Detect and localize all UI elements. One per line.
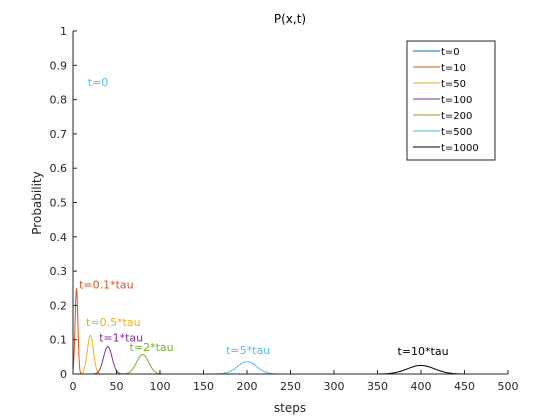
- annotation-2: t=0.5*tau: [86, 316, 141, 329]
- legend-label-4: t=200: [441, 111, 472, 122]
- legend-label-5: t=500: [441, 127, 472, 138]
- y-tick-label: 0.3: [50, 265, 68, 278]
- y-tick-label: 0.5: [50, 197, 68, 210]
- x-tick-label: 500: [498, 380, 519, 393]
- x-ticks: 0 50 100 150 200 250 300 350 400 450 500: [70, 370, 519, 393]
- y-tick-label: 0.1: [50, 334, 68, 347]
- x-tick-label: 0: [70, 380, 77, 393]
- y-tick-label: 0: [60, 368, 67, 381]
- x-tick-label: 450: [454, 380, 475, 393]
- x-tick-label: 300: [324, 380, 345, 393]
- annotation-5: t=5*tau: [226, 344, 270, 357]
- legend-label-0: t=0: [441, 47, 460, 58]
- y-tick-label: 0.7: [50, 128, 68, 141]
- legend-box: [406, 40, 496, 161]
- annotation-4: t=2*tau: [130, 341, 174, 354]
- y-tick-label: 0.2: [50, 299, 68, 312]
- annotation-1: t=0.1*tau: [79, 278, 134, 291]
- y-tick-label: 0.8: [50, 94, 68, 107]
- annotation-6: t=10*tau: [398, 345, 449, 358]
- x-tick-label: 100: [150, 380, 171, 393]
- x-tick-label: 150: [193, 380, 214, 393]
- annotation-3: t=1*tau: [99, 331, 143, 344]
- x-tick-label: 350: [367, 380, 388, 393]
- x-tick-label: 400: [411, 380, 432, 393]
- legend-label-6: t=1000: [441, 143, 479, 154]
- legend: t=0 t=10 t=50 t=100 t=200 t=500 t=1000: [406, 40, 496, 161]
- chart-title: P(x,t): [274, 12, 306, 26]
- legend-items: t=0 t=10 t=50 t=100 t=200 t=500 t=1000: [413, 47, 479, 154]
- y-axis-title: Probability: [30, 171, 44, 234]
- annotation-0: t=0: [88, 76, 109, 89]
- y-tick-label: 0.4: [50, 231, 68, 244]
- x-tick-label: 50: [110, 380, 124, 393]
- legend-label-3: t=100: [441, 95, 472, 106]
- y-ticks: 0 0.1 0.2 0.3 0.4 0.5 0.6 0.7 0.8 0.9 1: [50, 25, 77, 381]
- legend-label-2: t=50: [441, 79, 466, 90]
- x-tick-label: 200: [237, 380, 258, 393]
- legend-label-1: t=10: [441, 63, 466, 74]
- x-tick-label: 250: [280, 380, 301, 393]
- x-axis-title: steps: [274, 401, 306, 415]
- y-tick-label: 0.9: [50, 59, 68, 72]
- y-tick-label: 0.6: [50, 162, 68, 175]
- y-tick-label: 1: [60, 25, 67, 38]
